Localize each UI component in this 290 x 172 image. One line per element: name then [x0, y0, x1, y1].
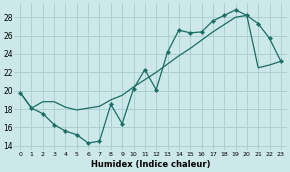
X-axis label: Humidex (Indice chaleur): Humidex (Indice chaleur): [91, 159, 210, 169]
